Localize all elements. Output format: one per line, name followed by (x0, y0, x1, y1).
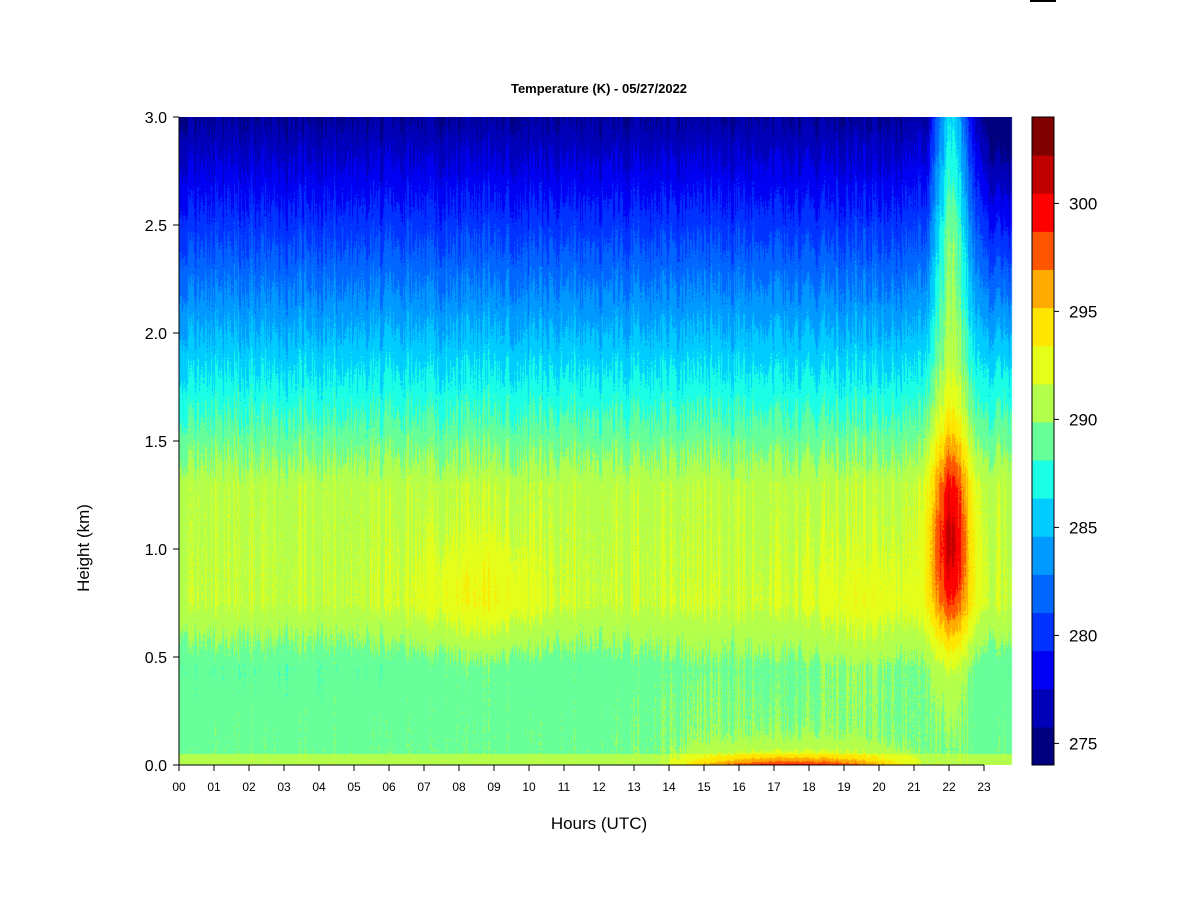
x-tick-label: 06 (382, 780, 396, 794)
x-tick-label: 21 (907, 780, 921, 794)
colorbar-ticks: 275 280 285 290 295 300 (1054, 194, 1097, 753)
colorbar-swatch (1032, 117, 1054, 156)
x-tick-label: 14 (662, 780, 676, 794)
x-tick-label: 22 (942, 780, 956, 794)
x-tick-label: 16 (732, 780, 746, 794)
colorbar-swatch (1032, 726, 1054, 766)
colorbar-swatch (1032, 421, 1054, 461)
x-tick-label: 13 (627, 780, 641, 794)
y-tick-label: 0.0 (145, 758, 167, 775)
y-tick-label: 3.0 (145, 110, 167, 127)
x-tick-label: 15 (697, 780, 711, 794)
colorbar-swatch (1032, 345, 1054, 385)
colorbar-swatch (1032, 574, 1054, 614)
colorbar-swatch (1032, 650, 1054, 690)
colorbar-tick-label: 275 (1069, 734, 1097, 753)
colorbar-swatch (1032, 231, 1054, 270)
y-axis: 0.0 0.5 1.0 1.5 2.0 2.5 3.0 (145, 110, 180, 775)
x-tick-label: 01 (207, 780, 221, 794)
x-tick-label: 05 (347, 780, 361, 794)
colorbar-tick-label: 280 (1069, 626, 1097, 645)
x-tick-label: 04 (312, 780, 326, 794)
x-tick-label: 10 (522, 780, 536, 794)
colorbar-swatch (1032, 536, 1054, 575)
colorbar-swatch (1032, 383, 1054, 423)
x-tick-label: 00 (172, 780, 186, 794)
y-tick-label: 2.5 (145, 218, 167, 235)
colorbar-tick-label: 300 (1069, 194, 1097, 213)
colorbar-swatch (1032, 612, 1054, 652)
x-tick-label: 09 (487, 780, 501, 794)
x-tick-label: 08 (452, 780, 466, 794)
x-tick-label: 11 (558, 780, 571, 794)
colorbar-swatch (1032, 307, 1054, 347)
colorbar (1031, 116, 1055, 766)
x-tick-label: 17 (767, 780, 781, 794)
chart-title: Temperature (K) - 05/27/2022 (511, 81, 687, 96)
x-tick-label: 18 (802, 780, 816, 794)
x-tick-label: 02 (242, 780, 256, 794)
colorbar-swatch (1032, 688, 1054, 728)
plot-area (179, 117, 1019, 765)
x-tick-label: 19 (837, 780, 851, 794)
x-axis: 00 01 02 03 04 05 06 07 08 09 10 11 12 13 14 15 16 17 18 19… (172, 764, 991, 794)
y-tick-label: 1.0 (145, 542, 167, 559)
colorbar-swatch (1032, 193, 1054, 232)
x-tick-label: 20 (872, 780, 886, 794)
heatmap-field (179, 117, 1019, 765)
colorbar-swatch (1032, 155, 1054, 194)
y-tick-label: 0.5 (145, 650, 167, 667)
colorbar-tick-label: 290 (1069, 410, 1097, 429)
y-tick-label: 1.5 (145, 434, 167, 451)
x-tick-label: 23 (977, 780, 991, 794)
colorbar-swatch (1032, 460, 1054, 499)
colorbar-tick-label: 285 (1069, 518, 1097, 537)
x-tick-label: 12 (592, 780, 606, 794)
colorbar-swatch (1032, 269, 1054, 309)
x-tick-label: 07 (417, 780, 431, 794)
x-axis-label: Hours (UTC) (551, 814, 647, 833)
x-tick-label: 03 (277, 780, 291, 794)
colorbar-frame (1031, 116, 1055, 766)
y-axis-label: Height (km) (74, 504, 93, 592)
colorbar-swatch (1032, 498, 1054, 537)
y-tick-label: 2.0 (145, 326, 167, 343)
corner-mark (1030, 0, 1056, 2)
colorbar-tick-label: 295 (1069, 302, 1097, 321)
